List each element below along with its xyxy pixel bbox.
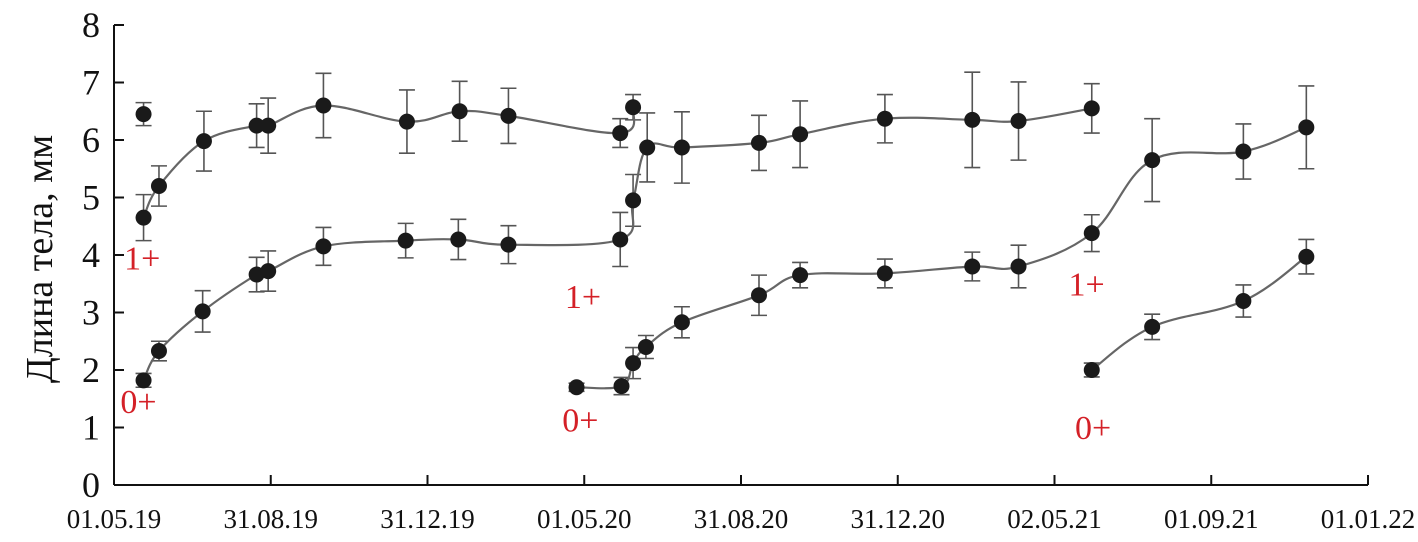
data-point (639, 139, 656, 156)
data-point (1083, 362, 1100, 378)
error-bars (135, 71, 1315, 396)
data-point (260, 117, 277, 134)
data-point (135, 372, 152, 389)
data-point (398, 113, 415, 130)
x-tick-label: 01.05.20 (537, 504, 632, 534)
y-tick-label: 1 (82, 408, 100, 448)
y-tick-label: 8 (82, 5, 100, 45)
data-point (1010, 258, 1027, 275)
data-point (964, 258, 981, 275)
data-point (500, 236, 517, 253)
x-tick-label: 01.09.21 (1164, 504, 1259, 534)
data-point (1083, 100, 1100, 117)
data-point (964, 111, 981, 128)
data-point (135, 209, 152, 226)
data-point (1010, 113, 1027, 130)
data-point (612, 231, 629, 248)
data-point (568, 379, 585, 396)
data-point (625, 355, 642, 372)
data-point (637, 339, 654, 355)
data-point (195, 133, 212, 150)
data-point (450, 231, 467, 248)
data-point (194, 303, 211, 320)
data-point (876, 265, 893, 282)
data-point (792, 267, 809, 284)
data-point (792, 126, 809, 143)
series-line-4 (576, 126, 1307, 390)
data-point (1235, 293, 1252, 309)
series-line-2 (142, 104, 636, 219)
data-point (1298, 119, 1315, 136)
data-point (135, 106, 152, 123)
age-group-label: 1+ (124, 240, 160, 277)
data-point (625, 99, 642, 116)
x-tick-label: 02.05.21 (1007, 504, 1102, 534)
data-point (1235, 143, 1252, 160)
data-point (1083, 225, 1100, 242)
age-group-label: 1+ (565, 279, 601, 316)
data-point (451, 103, 468, 120)
data-point (612, 125, 629, 142)
x-tick-label: 31.12.20 (851, 504, 946, 534)
data-point (260, 263, 277, 280)
data-points (135, 97, 1315, 396)
data-point (1298, 248, 1315, 265)
data-point (315, 238, 332, 255)
x-tick-label: 31.08.20 (694, 504, 789, 534)
x-tick-label: 31.08.19 (224, 504, 319, 534)
data-point (500, 107, 517, 124)
data-point (613, 378, 630, 395)
data-point (673, 314, 690, 331)
data-point (315, 97, 332, 114)
data-point (750, 287, 767, 304)
y-tick-label: 0 (82, 465, 100, 505)
y-tick-label: 4 (82, 235, 100, 275)
data-point (397, 232, 414, 249)
y-tick-label: 2 (82, 350, 100, 390)
data-point (673, 139, 690, 156)
age-group-labels: 1+ 0+ 1+ 0+ 1+ 0+ (120, 240, 1111, 447)
x-tick-label: 01.01.22 (1321, 504, 1416, 534)
data-point (248, 117, 265, 134)
y-tick-label: 3 (82, 293, 100, 333)
y-axis-label: Длина тела, мм (19, 135, 61, 383)
data-point (876, 110, 893, 127)
data-point (750, 134, 767, 151)
age-group-label: 0+ (120, 384, 156, 421)
data-point (625, 192, 642, 209)
y-tick-label: 6 (82, 120, 100, 160)
x-tick-label: 01.05.19 (67, 504, 162, 534)
age-group-label: 0+ (1075, 410, 1111, 447)
data-point (150, 178, 167, 194)
axes: 0 1 2 3 4 5 6 7 8 01.05.19 31.08.19 31.12.19 01.05.2… (67, 5, 1416, 534)
series-line-5 (1091, 255, 1307, 371)
y-tick-label: 5 (82, 178, 100, 218)
data-point (1144, 318, 1161, 335)
age-group-label: 1+ (1069, 266, 1105, 303)
data-point (150, 343, 167, 360)
data-point (1144, 152, 1161, 169)
y-tick-label: 7 (82, 63, 100, 103)
x-tick-label: 31.12.19 (380, 504, 475, 534)
age-group-label: 0+ (562, 403, 598, 440)
